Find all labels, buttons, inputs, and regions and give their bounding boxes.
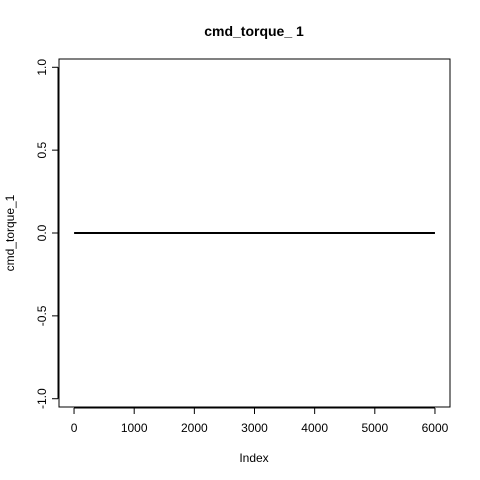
x-axis-label: Index (239, 451, 268, 465)
plot-area (58, 58, 451, 408)
x-tick-label: 3000 (241, 421, 268, 435)
y-axis-label: cmd_torque_1 (3, 194, 17, 271)
x-tick-label: 0 (71, 421, 78, 435)
x-tick-label: 1000 (121, 421, 148, 435)
y-tick-label: 0.0 (35, 224, 49, 241)
chart-title: cmd_torque_ 1 (204, 23, 304, 39)
y-tick-label: 1.0 (35, 59, 49, 76)
y-tick-label: -0.5 (35, 305, 49, 326)
x-tick-label: 2000 (181, 421, 208, 435)
x-axis: 0 1000 2000 3000 4000 5000 6000 (71, 407, 449, 435)
x-tick-label: 6000 (422, 421, 449, 435)
y-tick-label: -1.0 (35, 388, 49, 409)
y-axis: -1.0 -0.5 0.0 0.5 1.0 (35, 59, 59, 409)
x-tick-label: 5000 (361, 421, 388, 435)
y-tick-label: 0.5 (35, 141, 49, 158)
x-tick-label: 4000 (301, 421, 328, 435)
